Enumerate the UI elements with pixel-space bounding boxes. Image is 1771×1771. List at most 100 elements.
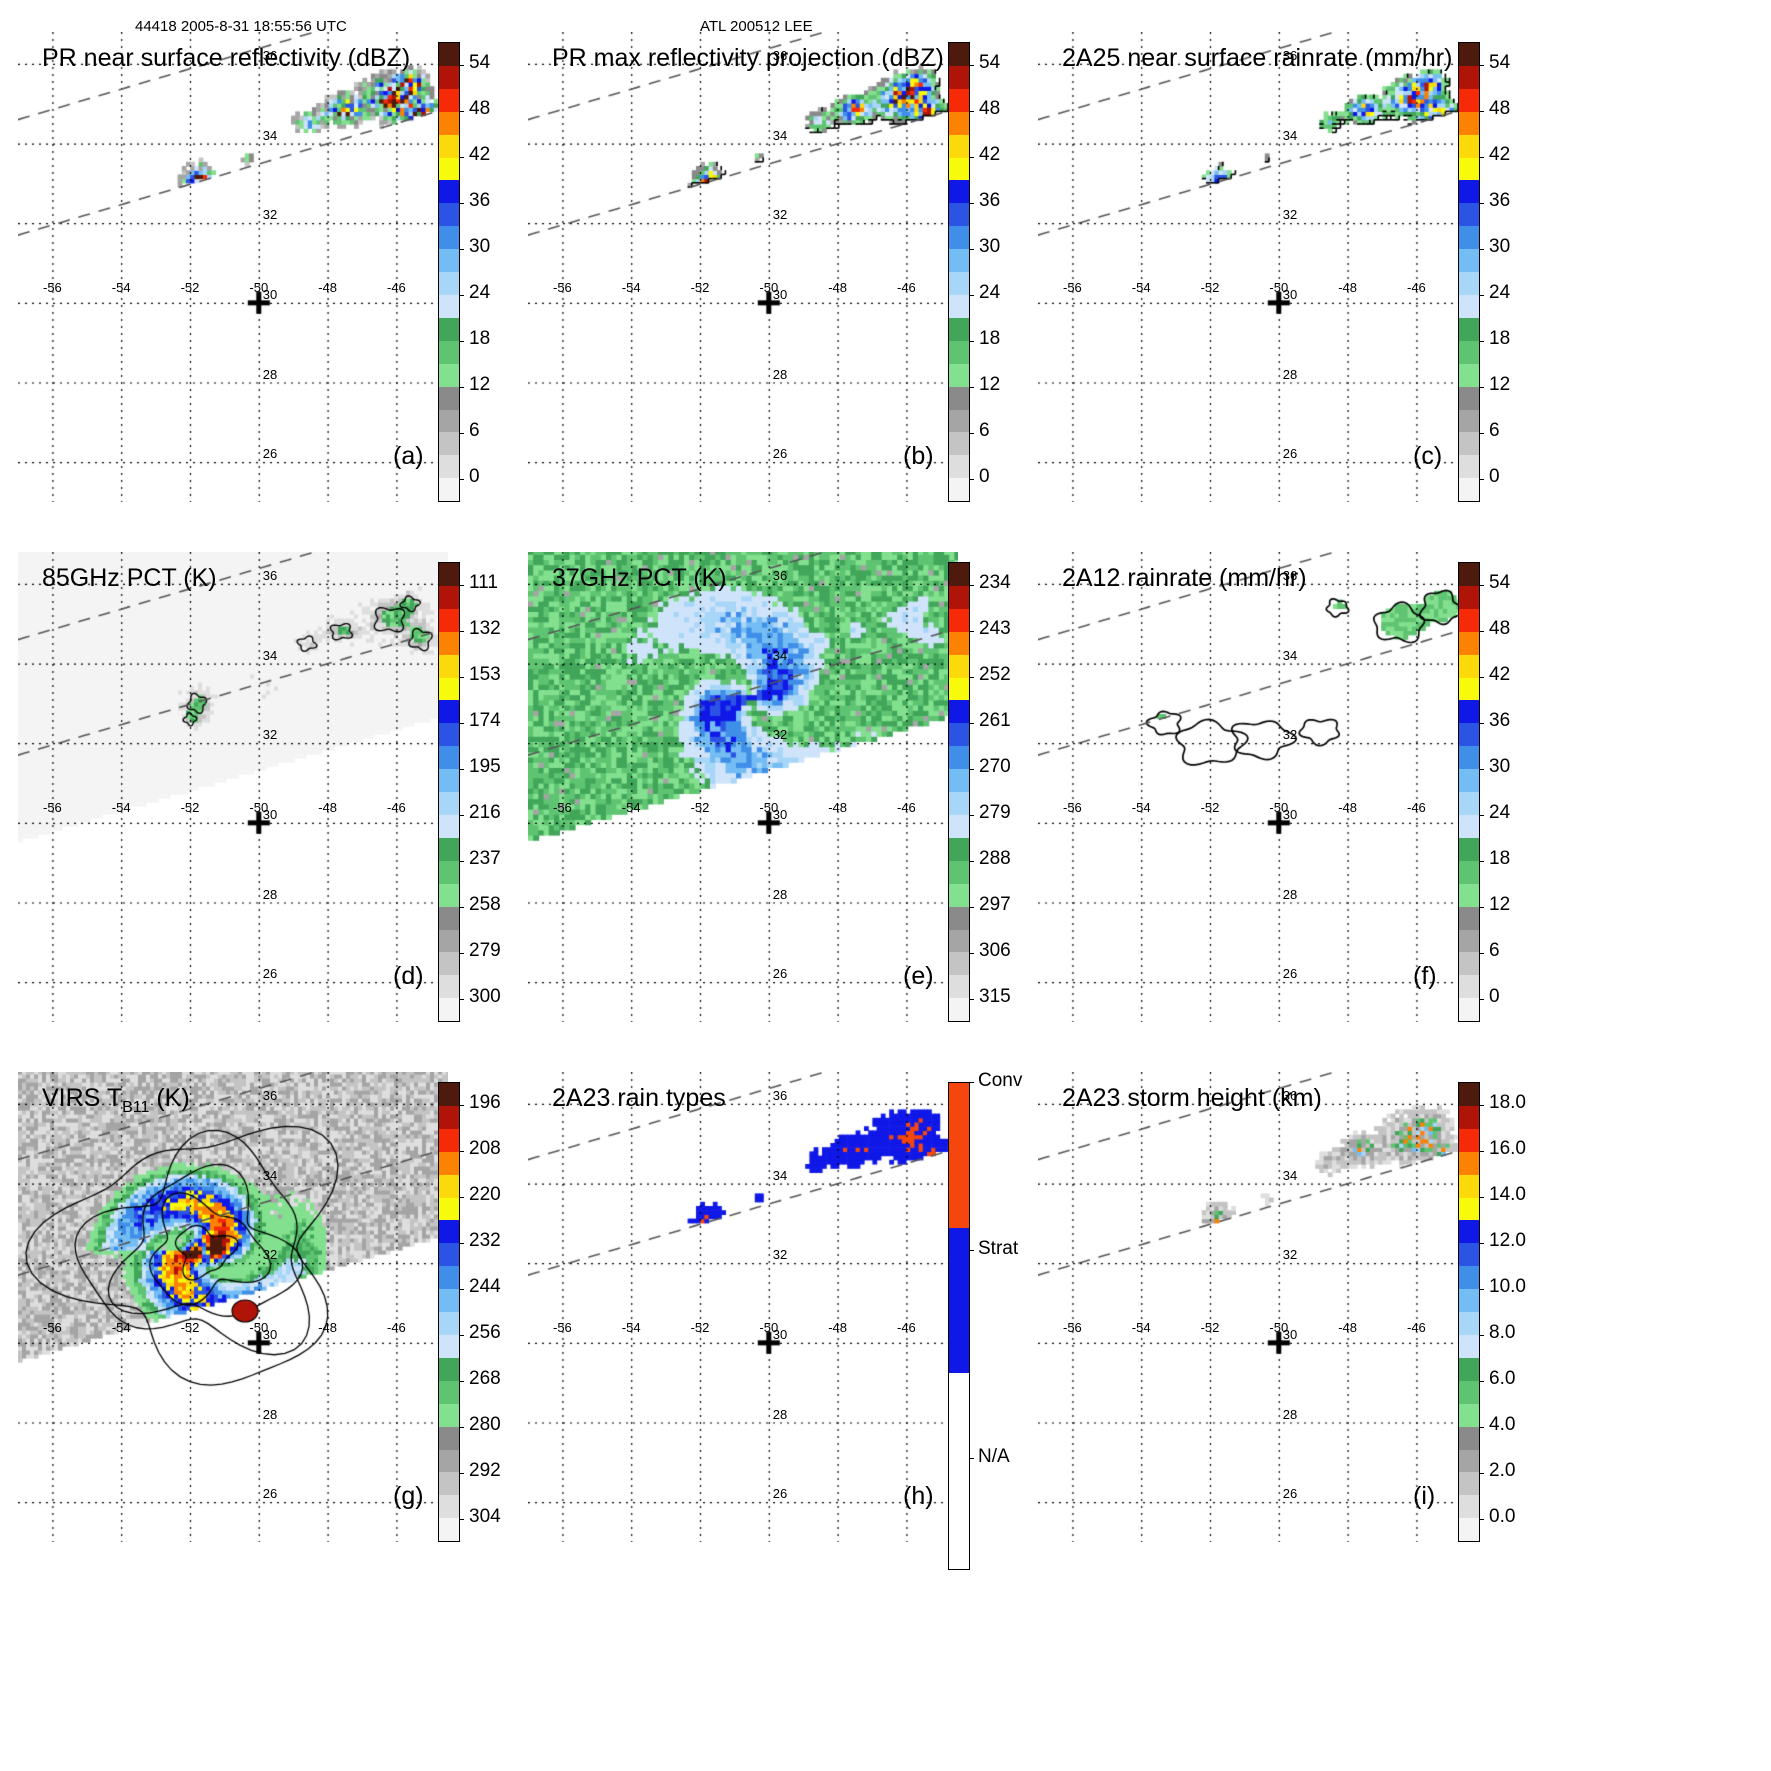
xtick-f-4: -48	[1338, 799, 1357, 815]
colorbar-segment-a-1	[439, 65, 459, 89]
colorbar-tick-b-0	[968, 65, 974, 66]
xtick-h-1: -54	[621, 1319, 641, 1335]
colorbar-tick-c-7	[1478, 387, 1484, 388]
ytick-d-2: 32	[262, 727, 278, 743]
xtick-f-3: -50	[1269, 799, 1289, 815]
colorbar-segment-f-19	[1459, 998, 1479, 1022]
colorbar-segment-b-12	[949, 317, 969, 341]
colorbar-segment-d-5	[439, 677, 459, 701]
colorbar-segment-d-9	[439, 769, 459, 793]
ytick-i-4: 28	[1282, 1406, 1298, 1422]
colorbar-segment-e-17	[949, 952, 969, 976]
colorbar-segment-d-15	[439, 906, 459, 930]
colorbar-segment-g-15	[439, 1426, 459, 1450]
ytick-e-2: 32	[772, 727, 788, 743]
colorbar-segment-i-16	[1459, 1449, 1479, 1473]
colorbar-b	[948, 42, 970, 502]
colorbar-label-g-0: 196	[469, 1092, 501, 1113]
plot-area-b[interactable]	[528, 32, 958, 502]
colorbar-tick-b-1	[968, 111, 974, 112]
colorbar-segment-d-3	[439, 631, 459, 655]
ytick-d-1: 34	[262, 647, 278, 663]
plot-area-c[interactable]	[1038, 32, 1468, 502]
colorbar-segment-a-4	[439, 134, 459, 158]
xtick-f-5: -46	[1406, 799, 1426, 815]
colorbar-label-c-9: 0	[1489, 466, 1500, 487]
ytick-d-0: 36	[262, 567, 278, 583]
colorbar-segment-f-9	[1459, 769, 1479, 793]
map-raster-f	[1038, 552, 1468, 1022]
ytick-g-1: 34	[262, 1167, 278, 1183]
panel-f: 2A12 rainrate (mm/hr) (f) -56 -54 -52 -50 -48 -…	[1038, 552, 1628, 1062]
colorbar-segment-a-10	[439, 272, 459, 295]
colorbar-segment-e-9	[949, 769, 969, 793]
ytick-c-5: 26	[1282, 446, 1298, 462]
plot-area-a[interactable]	[18, 32, 448, 502]
colorbar-tick-c-9	[1478, 479, 1484, 480]
panel-e: 37GHz PCT (K) (e) -56 -54 -52 -50 -48 -46 36 34 32…	[528, 552, 1118, 1062]
colorbar-tick-i-5	[1478, 1335, 1484, 1336]
colorbar-tick-c-2	[1478, 157, 1484, 158]
colorbar-segment-f-5	[1459, 677, 1479, 701]
colorbar-segment-g-16	[439, 1449, 459, 1473]
colorbar-segment-c-19	[1459, 478, 1479, 502]
colorbar-label-g-2: 220	[469, 1184, 501, 1205]
colorbar-tick-c-0	[1478, 65, 1484, 66]
colorbar-segment-i-14	[1459, 1403, 1479, 1427]
colorbar-segment-f-17	[1459, 952, 1479, 976]
xtick-e-2: -52	[690, 799, 710, 815]
colorbar-segment-f-18	[1459, 975, 1479, 999]
colorbar-tick-b-3	[968, 203, 974, 204]
ytick-a-5: 26	[262, 446, 278, 462]
plot-area-f[interactable]	[1038, 552, 1468, 1022]
ytick-e-3: 30	[772, 806, 788, 822]
plot-area-d[interactable]	[18, 552, 448, 1022]
colorbar-label-c-7: 12	[1489, 374, 1511, 395]
colorbar-segment-g-11	[439, 1334, 459, 1358]
colorbar-tick-c-1	[1478, 111, 1484, 112]
ytick-g-4: 28	[262, 1406, 278, 1422]
colorbar-segment-e-11	[949, 814, 969, 838]
colorbar-label-i-6: 6.0	[1489, 1368, 1516, 1389]
colorbar-label-f-9: 0	[1489, 986, 1500, 1007]
colorbar-tick-g-2	[458, 1197, 464, 1198]
colorbar-segment-f-10	[1459, 792, 1479, 815]
colorbar-label-a-5: 24	[469, 282, 491, 303]
colorbar-tick-e-9	[968, 999, 974, 1000]
colorbar-segment-a-17	[439, 432, 459, 456]
colorbar-tick-i-9	[1478, 1519, 1484, 1520]
colorbar-label-d-2: 153	[469, 664, 501, 685]
plot-area-g[interactable]	[18, 1072, 448, 1542]
ytick-h-0: 36	[772, 1087, 788, 1103]
colorbar-tick-g-6	[458, 1381, 464, 1382]
colorbar-label-i-4: 10.0	[1489, 1276, 1526, 1297]
colorbar-label-d-0: 111	[469, 572, 498, 593]
plot-area-h[interactable]	[528, 1072, 958, 1542]
colorbar-label-h-2: N/A	[978, 1445, 1010, 1467]
colorbar-label-d-1: 132	[469, 618, 501, 639]
map-raster-b	[528, 32, 958, 502]
xtick-i-1: -54	[1131, 1319, 1151, 1335]
colorbar-segment-i-12	[1459, 1357, 1479, 1381]
colorbar-tick-a-2	[458, 157, 464, 158]
colorbar-label-c-5: 24	[1489, 282, 1511, 303]
map-raster-e	[528, 552, 958, 1022]
colorbar-tick-g-7	[458, 1427, 464, 1428]
colorbar-label-a-0: 54	[469, 52, 491, 73]
colorbar-tick-d-1	[458, 631, 464, 632]
colorbar-tick-b-6	[968, 341, 974, 342]
colorbar-segment-c-10	[1459, 272, 1479, 295]
colorbar-segment-e-1	[949, 585, 969, 609]
colorbar-tick-i-8	[1478, 1473, 1484, 1474]
colorbar-segment-i-18	[1459, 1495, 1479, 1519]
plot-area-e[interactable]	[528, 552, 958, 1022]
colorbar-tick-a-0	[458, 65, 464, 66]
colorbar-tick-i-7	[1478, 1427, 1484, 1428]
colorbar-segment-a-8	[439, 226, 459, 250]
colorbar-segment-f-14	[1459, 883, 1479, 907]
colorbar-tick-e-6	[968, 861, 974, 862]
plot-area-i[interactable]	[1038, 1072, 1468, 1542]
panel-title-d: 85GHz PCT (K)	[42, 564, 217, 592]
colorbar-segment-d-1	[439, 585, 459, 609]
colorbar-segment-f-8	[1459, 746, 1479, 770]
